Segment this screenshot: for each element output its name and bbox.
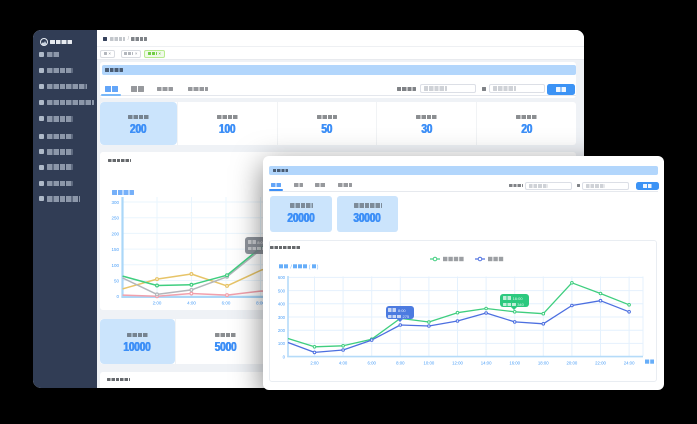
svg-text:200: 200 bbox=[111, 231, 119, 236]
svg-text:250: 250 bbox=[111, 216, 119, 221]
svg-text:24:00: 24:00 bbox=[624, 361, 635, 366]
svg-text:(: ( bbox=[309, 265, 311, 271]
svg-text:10:00: 10:00 bbox=[424, 361, 435, 366]
svg-text:18:00: 18:00 bbox=[538, 361, 549, 366]
svg-text:8:00: 8:00 bbox=[396, 361, 405, 366]
svg-text:4:00: 4:00 bbox=[339, 361, 348, 366]
svg-text:500: 500 bbox=[278, 288, 286, 293]
svg-text:14:00: 14:00 bbox=[481, 361, 492, 366]
svg-text:20:00: 20:00 bbox=[567, 361, 578, 366]
svg-text:6:00: 6:00 bbox=[222, 301, 231, 306]
svg-text:300: 300 bbox=[111, 200, 119, 205]
svg-text:150: 150 bbox=[111, 247, 119, 252]
svg-text:): ) bbox=[317, 265, 319, 271]
svg-text:22:00: 22:00 bbox=[595, 361, 606, 366]
svg-text:8:00: 8:00 bbox=[256, 301, 265, 306]
svg-text:/: / bbox=[290, 265, 292, 271]
svg-text:400: 400 bbox=[278, 302, 286, 307]
svg-text:6:00: 6:00 bbox=[368, 361, 377, 366]
svg-text:4:00: 4:00 bbox=[187, 301, 196, 306]
svg-text:0: 0 bbox=[283, 354, 286, 359]
svg-text:0: 0 bbox=[116, 294, 119, 299]
svg-text:100: 100 bbox=[278, 341, 286, 346]
svg-text:600: 600 bbox=[278, 275, 286, 280]
svg-text:300: 300 bbox=[278, 315, 286, 320]
svg-text:200: 200 bbox=[278, 328, 286, 333]
svg-text:2:00: 2:00 bbox=[153, 301, 162, 306]
svg-text:16:00: 16:00 bbox=[509, 361, 520, 366]
svg-text:50: 50 bbox=[114, 279, 120, 284]
svg-text:2:00: 2:00 bbox=[310, 361, 319, 366]
svg-text:100: 100 bbox=[111, 263, 119, 268]
svg-text:12:00: 12:00 bbox=[452, 361, 463, 366]
